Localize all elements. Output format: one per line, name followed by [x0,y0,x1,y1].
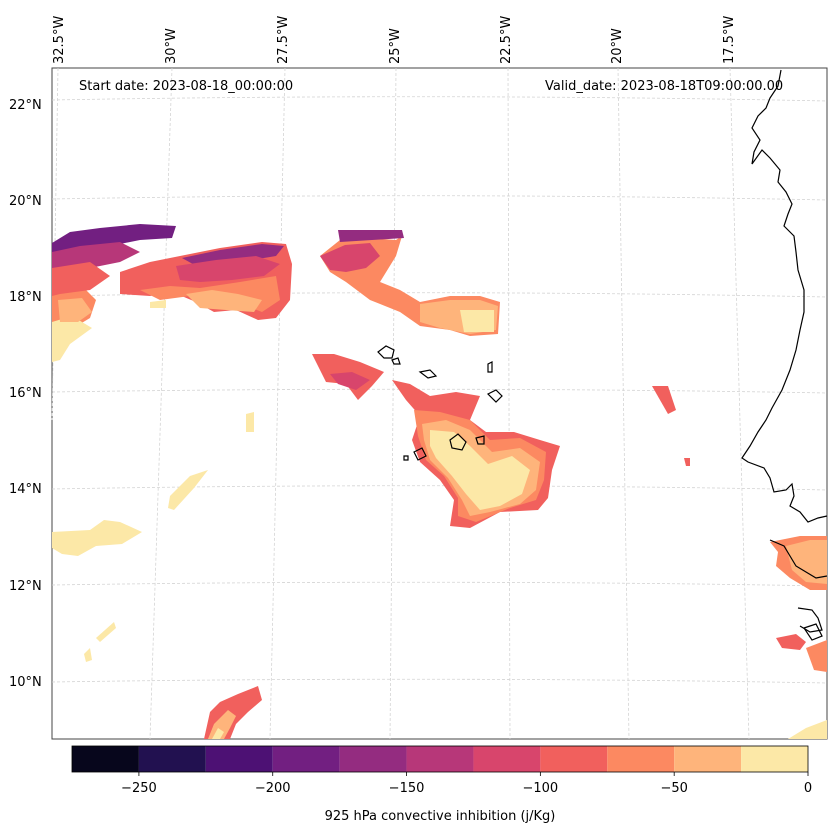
colorbar-swatch [473,746,541,772]
coastline-bissagos [803,623,823,641]
cin-region-coast-light [786,540,827,584]
lon-label-225: 22.5°W [499,15,514,64]
colorbar-swatch [138,746,206,772]
colorbar-frame [71,745,809,773]
cin-region-nw-edge [52,316,92,362]
cin-region-uc-purple [338,230,404,242]
cin-region-coast-red [776,634,806,650]
gridlines [51,67,828,740]
start-date-label: Start date: 2023-08-18_00:00:00 [79,79,294,94]
colorbar-label: 925 hPa convective inhibition (j/Kg) [324,809,556,824]
cin-region-e2 [684,458,690,466]
gridline-lat-10 [51,678,828,684]
cin-region-s-pale [212,728,224,739]
coastlines [377,69,828,641]
cin-region-w5 [84,648,92,662]
cin-region-e1 [652,386,676,414]
colorbar-tick-label: 0 [803,781,813,796]
island-cape-verde-9 [403,455,409,461]
colorbar-swatch [674,746,742,772]
cin-region-nw-lightorange [58,298,92,322]
gridline-lon-175 [729,67,750,740]
lat-label-20: 20°N [9,194,42,209]
cin-region-nw-red [52,262,110,296]
cin-region-w2 [168,470,208,510]
lat-label-14: 14°N [9,482,42,497]
lon-label-175: 17.5°W [722,15,737,64]
cin-region-coast-small [806,640,827,672]
cin-region-cn-magenta [176,256,280,282]
colorbar-tick-label: −100 [522,781,559,796]
cin-region-lc-inner [330,372,370,390]
cin-region-w3 [52,520,142,556]
colorbar-swatch [540,746,608,772]
gridline-lat-12 [51,581,828,587]
gridline-lat-14 [51,485,828,491]
island-cape-verde-5 [486,389,503,403]
island-cape-verde-8 [413,447,427,461]
lon-label-20: 20°W [610,28,625,64]
cin-region-cn-light [186,290,262,312]
cin-region-s-inner [208,710,236,739]
lon-label-325: 32.5°W [52,15,67,64]
lon-label-25: 25°W [388,28,403,64]
cin-region-uc-palest [460,310,494,332]
island-cape-verde-7 [475,435,485,445]
colorbar-swatch [339,746,407,772]
gridline-lon-275 [269,67,286,740]
lat-label-12: 12°N [9,579,42,594]
colorbar-tick-label: −50 [660,781,688,796]
gridline-lat-20 [51,195,828,201]
colorbar [71,745,809,776]
colorbar-tick-label: −200 [254,781,291,796]
gridline-lon-25 [389,67,397,740]
africa-coastline-south [769,539,828,579]
colorbar-swatch [205,746,273,772]
gridline-lon-30 [149,67,173,740]
lon-label-275: 27.5°W [276,15,291,64]
cin-contours [52,224,827,739]
cin-region-coast-bottom [788,720,827,739]
island-cape-verde-4 [487,361,493,373]
island-cape-verde-6 [449,433,467,451]
island-cape-verde-2 [391,357,401,365]
island-cape-verde-3 [418,369,438,379]
cin-region-w4 [96,622,116,642]
gridline-lon-20 [617,67,630,740]
colorbar-swatch [72,746,139,772]
africa-coastline-south-2 [797,607,823,633]
lat-label-18: 18°N [9,290,42,305]
colorbar-swatch [607,746,675,772]
gridline-lat-22 [51,96,828,102]
valid-date-label: Valid_date: 2023-08-18T09:00:00.00 [545,79,784,94]
lat-label-16: 16°N [9,386,42,401]
island-cape-verde-1 [377,345,395,359]
colorbar-swatch [741,746,808,772]
cin-region-uc-magenta [320,243,380,272]
colorbar-swatch [272,746,340,772]
africa-coastline [741,69,828,523]
gridline-lon-225 [507,67,511,740]
lat-label-22: 22°N [9,98,42,113]
colorbar-swatch [406,746,474,772]
cin-region-w1 [246,412,254,432]
cin-region-cv-palest [430,430,530,510]
colorbar-tick-label: −250 [121,781,157,796]
lon-label-30: 30°W [164,28,179,64]
cin-region-cn-palest [150,300,166,308]
lat-label-10: 10°N [9,675,42,690]
colorbar-tick-label: −150 [388,781,425,796]
gridline-lat-16 [51,388,828,394]
